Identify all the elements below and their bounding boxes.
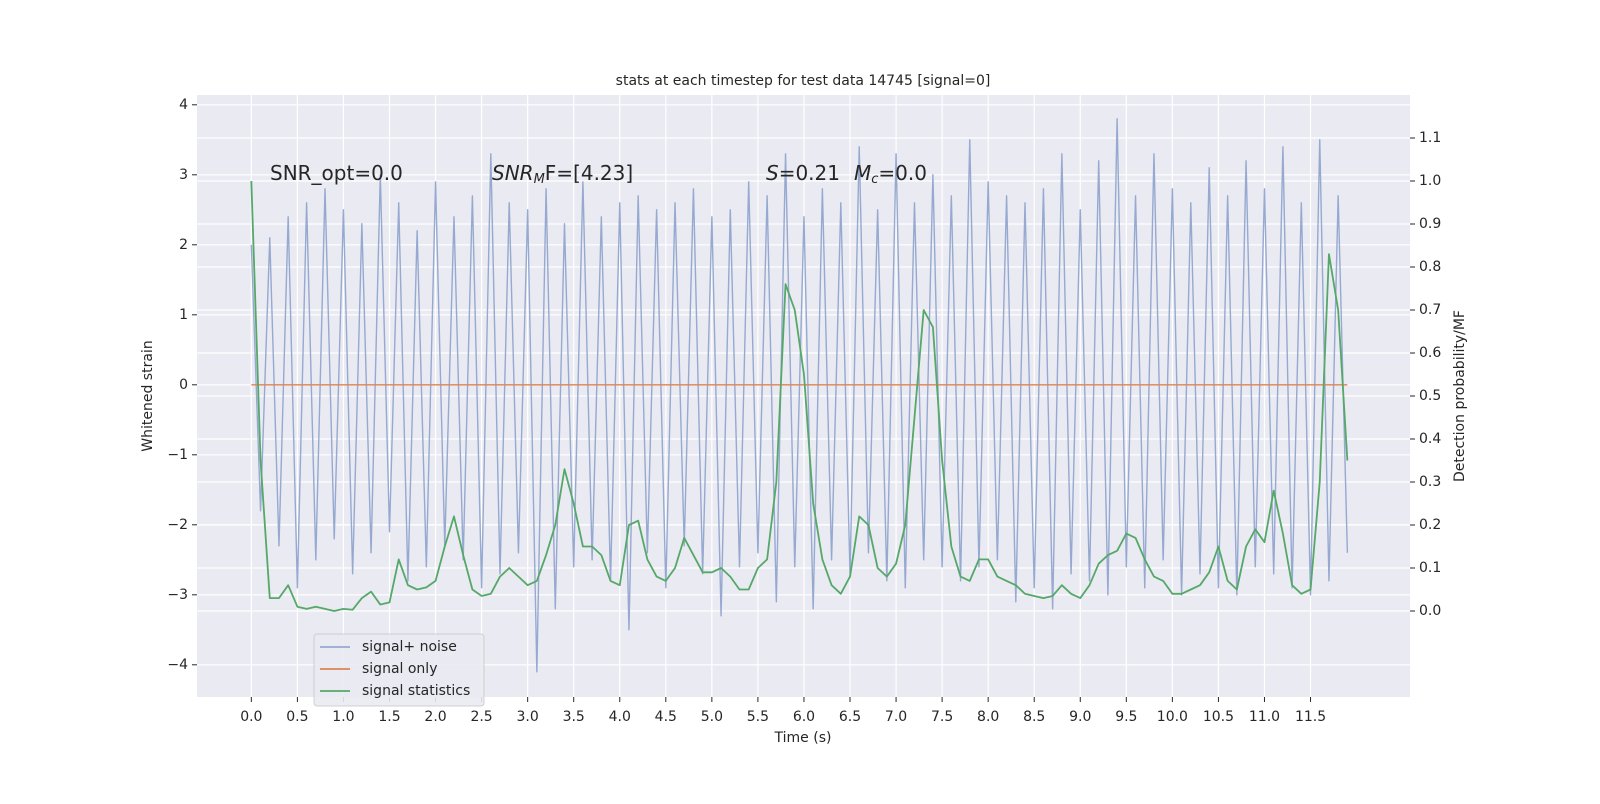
annotation-text: =0.0 bbox=[878, 161, 927, 185]
y2-tick-label: 0.0 bbox=[1419, 603, 1441, 619]
x-tick-label: 4.0 bbox=[609, 709, 631, 725]
legend-box bbox=[313, 633, 485, 707]
y2-tick-label: 0.7 bbox=[1419, 302, 1441, 318]
y2-tick-label: 1.1 bbox=[1419, 130, 1441, 146]
y-tick-label: −2 bbox=[167, 517, 188, 533]
x-tick-label: 9.5 bbox=[1115, 709, 1137, 725]
x-tick-label: 10.5 bbox=[1203, 709, 1234, 725]
annotation-text: =0.21 bbox=[779, 161, 840, 185]
y2-axis-label: Detection probability/MF bbox=[1452, 310, 1468, 482]
x-tick-label: 2.0 bbox=[424, 709, 446, 725]
annotation-subscript: M bbox=[534, 172, 545, 187]
annotation-text: F=[4.23] bbox=[545, 161, 633, 185]
y2-tick-label: 0.2 bbox=[1419, 517, 1441, 533]
legend-label: signal only bbox=[362, 661, 437, 677]
y-tick-label: 1 bbox=[179, 307, 188, 323]
x-tick-label: 1.5 bbox=[378, 709, 400, 725]
legend-label: signal statistics bbox=[362, 683, 470, 699]
y-tick-label: 4 bbox=[179, 97, 188, 113]
x-tick-label: 10.0 bbox=[1157, 709, 1188, 725]
annotation-text: SNR_opt=0.0 bbox=[270, 161, 403, 185]
y2-tick-label: 0.5 bbox=[1419, 388, 1441, 404]
x-tick-label: 2.5 bbox=[470, 709, 492, 725]
y2-tick-label: 0.8 bbox=[1419, 259, 1441, 275]
y2-tick-label: 0.9 bbox=[1419, 216, 1441, 232]
y2-tick-label: 1.0 bbox=[1419, 173, 1441, 189]
annotation: SNR_opt=0.0 bbox=[270, 161, 403, 185]
x-tick-label: 9.0 bbox=[1069, 709, 1091, 725]
y-tick-label: −4 bbox=[167, 657, 188, 673]
y-axis-label: Whitened strain bbox=[140, 340, 156, 451]
annotation-subscript: c bbox=[871, 172, 878, 187]
y2-tick-label: 0.4 bbox=[1419, 431, 1441, 447]
y2-tick-label: 0.1 bbox=[1419, 560, 1441, 576]
y-tick-label: 2 bbox=[179, 237, 188, 253]
series-line bbox=[250, 118, 1349, 673]
x-tick-label: 11.5 bbox=[1295, 709, 1326, 725]
y2-tick-label: 0.3 bbox=[1419, 474, 1441, 490]
x-tick-label: 8.5 bbox=[1023, 709, 1045, 725]
chart-title: stats at each timestep for test data 147… bbox=[616, 73, 991, 89]
y-tick-label: 3 bbox=[179, 167, 188, 183]
x-tick-label: 3.5 bbox=[563, 709, 585, 725]
x-tick-label: 7.5 bbox=[931, 709, 953, 725]
x-axis-label: Time (s) bbox=[774, 730, 832, 746]
annotation: S=0.21 Mc=0.0 bbox=[766, 161, 927, 187]
y-tick-label: −3 bbox=[167, 587, 188, 603]
annotation-text: M bbox=[854, 161, 871, 185]
x-tick-label: 5.0 bbox=[701, 709, 723, 725]
annotation-text: SNR bbox=[492, 161, 534, 185]
x-tick-label: 5.5 bbox=[747, 709, 769, 725]
y-tick-label: −1 bbox=[167, 447, 188, 463]
x-tick-label: 6.5 bbox=[839, 709, 861, 725]
x-tick-label: 7.0 bbox=[885, 709, 907, 725]
x-tick-label: 8.0 bbox=[977, 709, 999, 725]
x-tick-label: 4.5 bbox=[655, 709, 677, 725]
x-tick-label: 3.0 bbox=[517, 709, 539, 725]
x-tick-label: 11.0 bbox=[1249, 709, 1280, 725]
x-tick-label: 0.5 bbox=[286, 709, 308, 725]
y2-tick-label: 0.6 bbox=[1419, 345, 1441, 361]
legend-label: signal+ noise bbox=[362, 639, 457, 655]
x-tick-label: 6.0 bbox=[793, 709, 815, 725]
y-tick-label: 0 bbox=[179, 377, 188, 393]
series-line bbox=[250, 180, 1349, 612]
x-tick-label: 0.0 bbox=[240, 709, 262, 725]
x-tick-label: 1.0 bbox=[332, 709, 354, 725]
annotation-text: S bbox=[766, 161, 779, 185]
annotation: SNRMF=[4.23] bbox=[492, 161, 633, 187]
